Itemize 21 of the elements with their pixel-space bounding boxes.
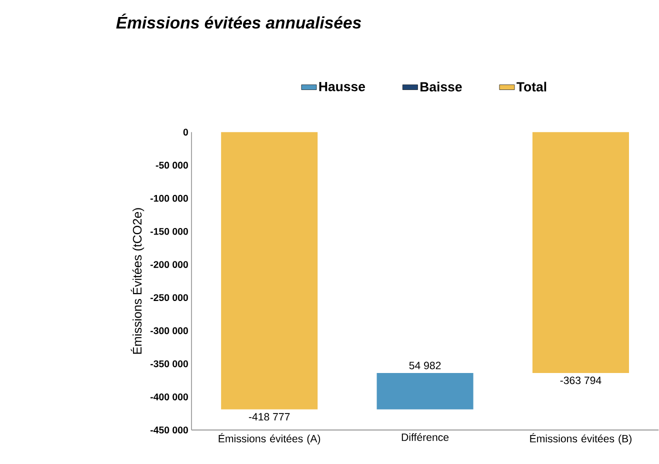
y-tick-label: -300 000 [150, 327, 188, 334]
y-tick-label: -250 000 [150, 294, 188, 301]
y-tick-label: -450 000 [150, 426, 188, 434]
y-tick-label: -50 000 [156, 162, 188, 168]
legend-label: Baisse [420, 82, 462, 92]
chart-title: Émissions évitées annualisées [116, 13, 362, 28]
legend-label: Hausse [319, 82, 365, 92]
y-tick-label: -100 000 [150, 194, 188, 202]
data-label: -363 794 [560, 376, 602, 384]
y-tick-label: -350 000 [150, 360, 188, 368]
x-tick-label: Émissions évitées (A) [218, 432, 320, 444]
y-tick-label: -150 000 [150, 228, 188, 235]
y-axis-title: Émissions Évitées (tCO2e) [130, 208, 144, 354]
x-tick-label: Émissions évitées (B) [530, 432, 632, 444]
y-tick-label: -200 000 [150, 260, 188, 268]
x-tick-label: Différence [402, 432, 449, 441]
data-label: -418 777 [248, 412, 290, 420]
y-tick-label: -400 000 [150, 393, 188, 400]
data-label: 54 982 [409, 362, 441, 370]
legend-label: Total [516, 82, 546, 92]
y-tick-label: 0 [183, 128, 188, 136]
